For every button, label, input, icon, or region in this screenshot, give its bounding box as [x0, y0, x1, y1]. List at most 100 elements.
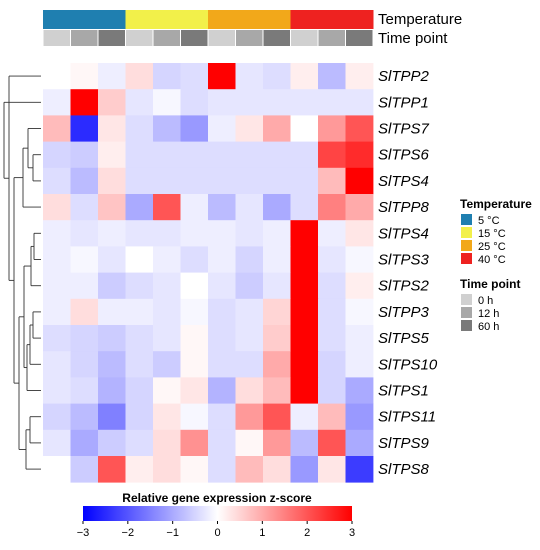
heatmap-cell: [70, 63, 99, 90]
colorbar-title: Relative gene expression z-score: [122, 491, 312, 505]
heatmap-cell: [235, 351, 264, 378]
heatmap-cell: [180, 194, 209, 221]
heatmap-cell: [70, 246, 99, 273]
heatmap-cell: [180, 246, 209, 273]
legend-title-timepoint: Time point: [460, 277, 520, 291]
heatmap-cell: [263, 194, 291, 221]
heatmap-cell: [345, 325, 374, 352]
legend-swatch: [461, 320, 472, 331]
heatmap-cell: [345, 298, 374, 326]
heatmap-cell: [98, 298, 126, 326]
row-labels: SlTPP2 SlTPP1 SlTPS7 SlTPS6 SlTPS4 SlTPP8 SlTP…: [378, 68, 438, 478]
legend: Temperature 5 °C15 °C25 °C40 °C Time point…: [460, 197, 532, 333]
heatmap-cell: [263, 115, 291, 142]
timepoint-annotation-cell: [153, 30, 180, 46]
heatmap-cell: [263, 220, 291, 247]
temperature-annotation-cell: [235, 10, 264, 29]
colorbar-gradient: [83, 506, 352, 521]
heatmap-cell: [345, 403, 374, 431]
heatmap-cell: [70, 429, 99, 457]
heatmap-cell: [180, 456, 209, 483]
heatmap-cell: [318, 456, 346, 483]
heatmap-cell: [208, 325, 236, 352]
heatmap-cell: [98, 272, 126, 300]
heatmap-cell: [153, 167, 181, 195]
heatmap-cell: [345, 167, 374, 195]
temperature-annotation-label: Temperature: [378, 11, 462, 28]
timepoint-annotation-cell: [318, 30, 345, 46]
heatmap-cell: [263, 141, 291, 169]
temperature-annotation-cell: [43, 10, 71, 29]
timepoint-annotation-label: Time point: [378, 30, 448, 47]
heatmap-cell: [98, 194, 126, 221]
heatmap-cell: [43, 194, 71, 221]
heatmap-cell: [263, 298, 291, 326]
heatmap-cell: [290, 298, 319, 326]
heatmap-cell: [235, 89, 264, 116]
heatmap-cell: [98, 403, 126, 431]
row-label: SlTPP3: [378, 304, 430, 321]
heatmap-cell: [43, 298, 71, 326]
temperature-annotation-cell: [180, 10, 209, 29]
heatmap-cell: [318, 429, 346, 457]
heatmap-cell: [318, 272, 346, 300]
heatmap-cell: [263, 403, 291, 431]
heatmap-cell: [70, 89, 99, 116]
heatmap-cell: [180, 272, 209, 300]
legend-item-label: 15 °C: [478, 228, 506, 240]
heatmap-cell: [180, 63, 209, 90]
heatmap-cell: [345, 115, 374, 142]
heatmap-cell: [125, 194, 154, 221]
timepoint-annotation-cell: [236, 30, 263, 46]
heatmap-cell: [98, 115, 126, 142]
heatmap-cell: [180, 89, 209, 116]
heatmap-cell: [345, 377, 374, 404]
heatmap-cell: [98, 220, 126, 247]
heatmap-cell: [125, 220, 154, 247]
heatmap-cell: [235, 115, 264, 142]
heatmap-cell: [235, 456, 264, 483]
row-label: SlTPS6: [378, 147, 430, 164]
heatmap-cell: [318, 377, 346, 404]
heatmap-cell: [235, 220, 264, 247]
colorbar-tick-label: 2: [304, 527, 310, 539]
heatmap-cell: [180, 429, 209, 457]
row-label: SlTPS11: [378, 409, 436, 426]
heatmap-cell: [125, 246, 154, 273]
heatmap-cell: [43, 63, 71, 90]
heatmap-cell: [290, 89, 319, 116]
heatmap-cell: [290, 194, 319, 221]
temperature-annotation-cell: [70, 10, 99, 29]
heatmap-cell: [153, 377, 181, 404]
heatmap-cell: [43, 377, 71, 404]
heatmap-cell: [98, 89, 126, 116]
row-label: SlTPS2: [378, 278, 430, 295]
heatmap-cell: [263, 272, 291, 300]
heatmap-cell: [345, 429, 374, 457]
heatmap-cell: [345, 63, 374, 90]
heatmap-cell: [208, 377, 236, 404]
heatmap-cell: [180, 115, 209, 142]
heatmap-cell: [263, 167, 291, 195]
legend-swatch: [461, 307, 472, 318]
heatmap-cell: [43, 220, 71, 247]
colorbar-tick-label: 0: [214, 527, 220, 539]
heatmap-cell: [70, 377, 99, 404]
heatmap-cell: [290, 325, 319, 352]
heatmap-cell: [290, 220, 319, 247]
heatmap-cell: [290, 351, 319, 378]
heatmap-cell: [290, 429, 319, 457]
legend-item-label: 60 h: [478, 321, 499, 333]
heatmap-cell: [98, 377, 126, 404]
heatmap-cell: [318, 115, 346, 142]
timepoint-annotation-cell: [98, 30, 125, 46]
heatmap-cell: [70, 220, 99, 247]
heatmap-cell: [98, 456, 126, 483]
heatmap-cell: [290, 377, 319, 404]
heatmap-cell: [290, 141, 319, 169]
heatmap-cell: [125, 141, 154, 169]
heatmap-cell: [235, 429, 264, 457]
heatmap-cell: [208, 89, 236, 116]
heatmap-cell: [235, 194, 264, 221]
heatmap-cell: [153, 403, 181, 431]
